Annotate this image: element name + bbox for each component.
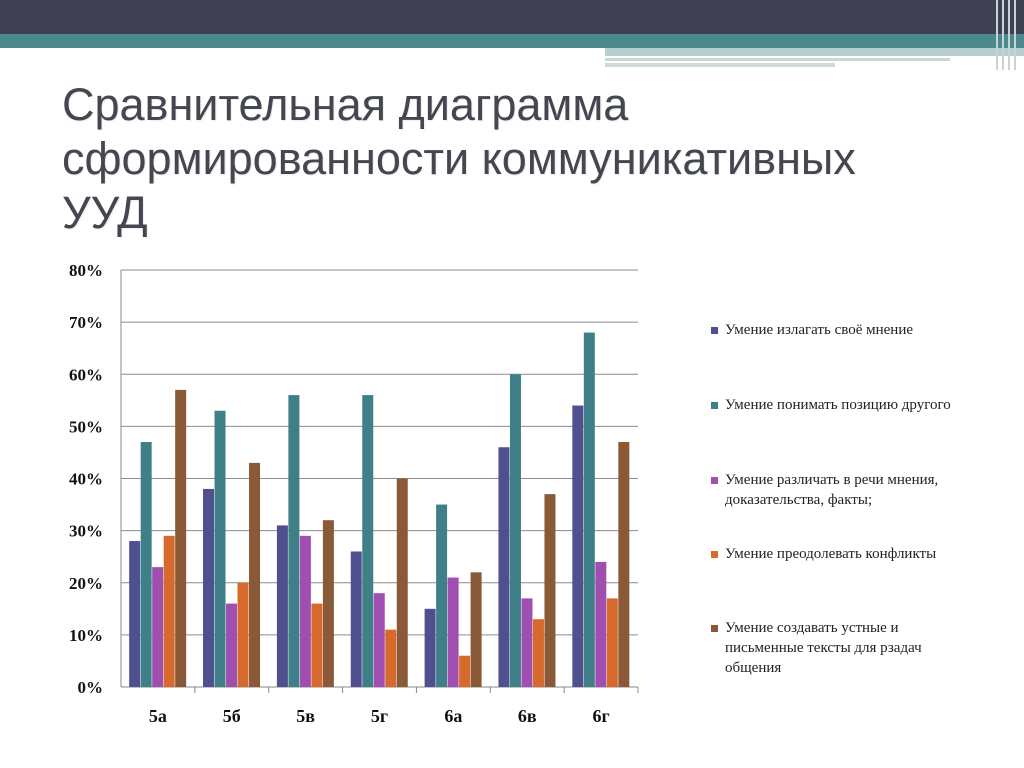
legend-swatch xyxy=(711,551,718,558)
bar xyxy=(203,488,215,687)
y-tick-label: 20% xyxy=(69,574,103,593)
x-tick-label: 5а xyxy=(149,706,167,726)
x-tick-label: 6г xyxy=(592,706,609,726)
bar xyxy=(532,619,544,687)
bar xyxy=(152,567,164,687)
bar xyxy=(470,572,482,687)
y-tick-label: 10% xyxy=(69,626,103,645)
header-decor-line xyxy=(605,58,950,61)
bar xyxy=(362,395,374,687)
bar xyxy=(288,395,300,687)
bar xyxy=(447,577,459,687)
header-top-band xyxy=(0,0,1024,34)
legend-label: Умение создавать устные и письменные тек… xyxy=(725,620,922,676)
bar xyxy=(276,525,288,687)
legend-swatch xyxy=(711,327,718,334)
legend-label: Умение излагать своё мнение xyxy=(725,322,914,338)
bar xyxy=(214,410,226,687)
header-decor-line-2 xyxy=(605,63,835,67)
y-tick-label: 80% xyxy=(69,261,103,280)
bar xyxy=(175,389,187,687)
legend-swatch xyxy=(711,625,718,632)
bar xyxy=(311,603,323,687)
bar xyxy=(299,535,311,687)
bar xyxy=(129,541,141,687)
x-tick-label: 5б xyxy=(223,706,241,726)
bar xyxy=(459,655,471,687)
bar xyxy=(322,520,334,687)
y-tick-label: 40% xyxy=(69,470,103,489)
bar xyxy=(606,598,618,687)
bar xyxy=(226,603,238,687)
bar xyxy=(249,462,261,687)
bar xyxy=(509,374,521,687)
header-accent-band xyxy=(0,34,1024,48)
bar xyxy=(498,447,510,687)
bar xyxy=(583,332,595,687)
bar xyxy=(237,582,249,687)
bar xyxy=(140,442,152,687)
x-tick-label: 5в xyxy=(296,706,315,726)
bar xyxy=(350,551,362,687)
bar xyxy=(396,478,408,687)
bar xyxy=(373,593,385,687)
y-tick-label: 70% xyxy=(69,313,103,332)
y-tick-label: 50% xyxy=(69,417,103,436)
x-tick-label: 6а xyxy=(444,706,462,726)
bar xyxy=(424,608,436,687)
x-tick-label: 5г xyxy=(371,706,388,726)
header-accent-line xyxy=(605,48,1024,56)
legend-label: Умение преодолевать конфликты xyxy=(725,546,937,562)
y-tick-label: 60% xyxy=(69,365,103,384)
y-tick-label: 0% xyxy=(78,678,104,697)
bar xyxy=(618,442,630,687)
bar xyxy=(385,629,397,687)
legend-label: Умение различать в речи мнения, доказате… xyxy=(725,472,939,508)
bar xyxy=(163,535,175,687)
legend-swatch xyxy=(711,402,718,409)
bar xyxy=(595,561,607,687)
legend-label: Умение понимать позицию другого xyxy=(725,397,951,413)
bar xyxy=(572,405,584,687)
y-tick-label: 30% xyxy=(69,522,103,541)
x-tick-label: 6в xyxy=(518,706,537,726)
legend-swatch xyxy=(711,477,718,484)
bar xyxy=(436,504,448,687)
header-vertical-stripes xyxy=(994,0,1024,70)
bar xyxy=(544,494,556,687)
bar xyxy=(521,598,533,687)
page-title: Сравнительная диаграмма сформированности… xyxy=(62,79,856,238)
